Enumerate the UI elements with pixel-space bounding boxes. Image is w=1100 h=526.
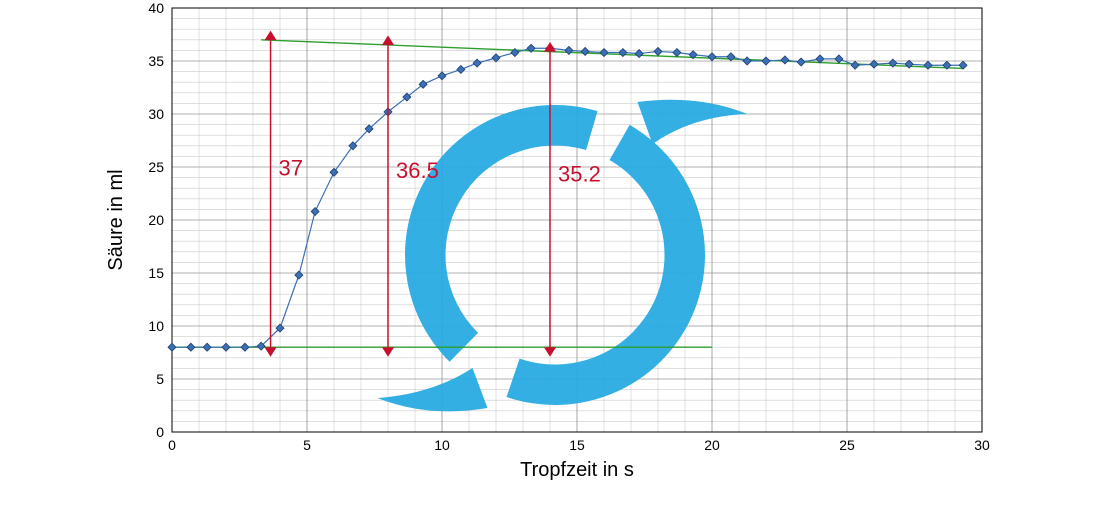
y-tick-label: 20 xyxy=(148,212,164,228)
annotation-label: 37 xyxy=(279,156,303,181)
y-tick-label: 5 xyxy=(156,371,164,387)
y-tick-label: 30 xyxy=(148,106,164,122)
x-tick-label: 20 xyxy=(704,437,720,453)
chart-canvas: 37 36.5 35.2 0 5 10 15 20 25 30 0 5 10 15 20 25 30 35 40 Tr… xyxy=(0,0,1100,526)
y-tick-label: 35 xyxy=(148,53,164,69)
y-tick-label: 40 xyxy=(148,0,164,16)
y-tick-label: 15 xyxy=(148,265,164,281)
x-tick-label: 5 xyxy=(303,437,311,453)
y-tick-label: 10 xyxy=(148,318,164,334)
x-tick-label: 25 xyxy=(839,437,855,453)
y-tick-label: 0 xyxy=(156,424,164,440)
annotation-label: 36.5 xyxy=(396,158,439,183)
x-tick-label: 10 xyxy=(434,437,450,453)
annotation-label: 35.2 xyxy=(558,161,601,186)
x-axis-title: Tropfzeit in s xyxy=(520,459,634,481)
titration-chart-root: 37 36.5 35.2 0 5 10 15 20 25 30 0 5 10 15 20 25 30 35 40 Tr… xyxy=(0,0,1100,526)
y-tick-label: 25 xyxy=(148,159,164,175)
x-tick-label: 30 xyxy=(974,437,990,453)
y-axis-title: Säure in ml xyxy=(105,169,127,270)
x-tick-label: 0 xyxy=(168,437,176,453)
x-tick-label: 15 xyxy=(569,437,585,453)
